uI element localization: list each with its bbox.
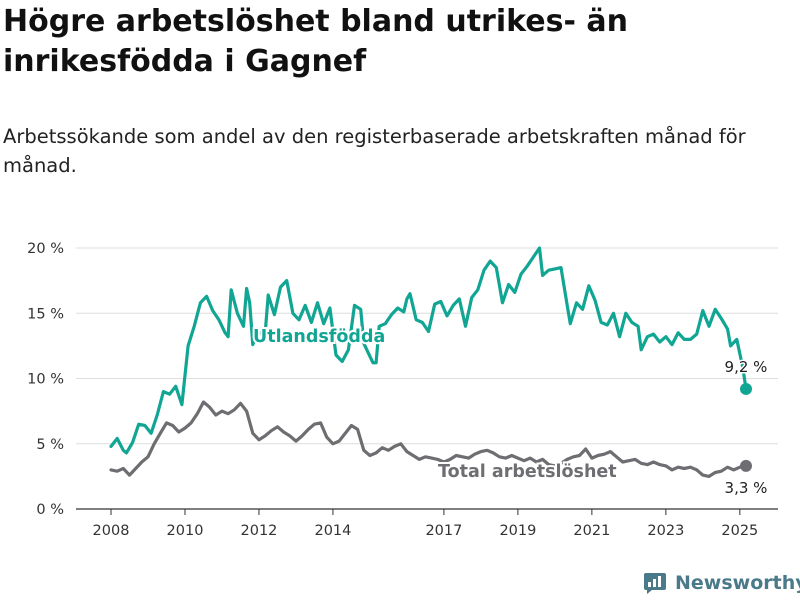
x-tick-label: 2023 [647, 523, 684, 539]
total-end-marker [740, 459, 752, 472]
y-tick-label: 20 % [27, 241, 64, 257]
x-tick-label: 2019 [499, 523, 536, 539]
total-end-label: 3,3 % [725, 479, 768, 497]
utlandsfodda-line [109, 246, 748, 455]
x-tick-label: 2008 [93, 523, 130, 539]
x-tick-label: 2021 [573, 523, 610, 539]
brand-logo-block[interactable]: Newsworthy [643, 568, 800, 598]
chart-subtitle: Arbetssökande som andel av den registerb… [3, 125, 746, 177]
brand-name: Newsworthy [675, 572, 800, 594]
x-tick-label: 2025 [721, 523, 758, 539]
x-tick-label: 2017 [425, 523, 462, 539]
y-tick-label: 0 % [36, 502, 64, 518]
y-tick-label: 10 % [27, 372, 64, 388]
x-tick-label: 2014 [314, 523, 351, 539]
total-line [109, 400, 748, 478]
y-tick-label: 15 % [27, 306, 64, 322]
utlandsfodda-end-label: 9,2 % [725, 358, 768, 376]
x-tick-label: 2010 [167, 523, 204, 539]
total-series-label: Total arbetslöshet [438, 462, 617, 482]
x-tick-label: 2012 [241, 523, 278, 539]
y-tick-label: 5 % [36, 437, 64, 453]
newsworthy-logo-icon [644, 573, 666, 594]
utlandsfodda-end-marker [740, 382, 752, 395]
chart-title: Högre arbetslöshet bland utrikes- än inr… [3, 4, 628, 79]
utlandsfodda-series-label: Utlandsfödda [253, 327, 385, 347]
